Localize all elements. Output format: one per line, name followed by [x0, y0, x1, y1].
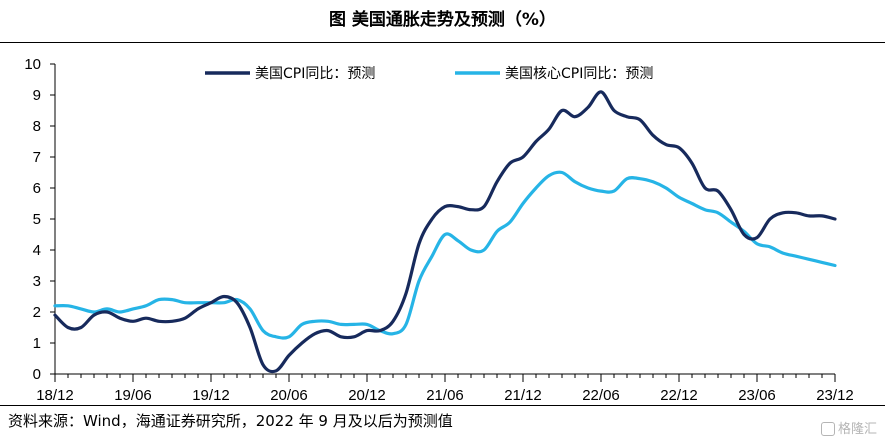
series-lines: [53, 90, 837, 374]
y-tick-label: 3: [33, 273, 41, 290]
axes: 0 1 2 3 4 5 6 7 8 9 10 18/12 19/06 19/12 20/06 20/12 21/…: [24, 56, 853, 404]
x-tick-label: 21/06: [426, 387, 464, 404]
x-tick-label: 19/06: [114, 387, 152, 404]
y-tick-label: 8: [33, 118, 41, 135]
x-tick-label: 23/06: [738, 387, 776, 404]
y-tick-label: 7: [33, 149, 41, 166]
y-tick-label: 5: [33, 211, 41, 228]
line-chart: 0 1 2 3 4 5 6 7 8 9 10 18/12 19/06 19/12 20/06 20/12 21/…: [24, 56, 853, 404]
bottom-rule: [0, 405, 885, 406]
y-tick-label: 4: [33, 242, 41, 259]
top-rule: [0, 42, 885, 43]
watermark-logo-icon: [820, 422, 835, 436]
x-tick-label: 19/12: [192, 387, 230, 404]
x-tick-label: 20/12: [348, 387, 386, 404]
y-tick-label: 1: [33, 335, 41, 352]
legend-label-1: 美国核心CPI同比：预测: [505, 66, 653, 82]
y-tick-label: 6: [33, 180, 41, 197]
y-tick-label: 2: [33, 304, 41, 321]
x-tick-label: 22/12: [660, 387, 698, 404]
series-line-1: [53, 170, 837, 340]
y-tick-label: 10: [24, 56, 41, 73]
watermark-text: 格隆汇: [837, 422, 877, 437]
x-tick-label: 23/12: [816, 387, 854, 404]
legend-label-0: 美国CPI同比：预测: [255, 66, 375, 82]
watermark: 格隆汇: [820, 418, 877, 437]
y-tick-label: 0: [33, 366, 41, 383]
x-tick-label: 21/12: [504, 387, 542, 404]
y-tick-label: 9: [33, 87, 41, 104]
legend: 美国CPI同比：预测 美国核心CPI同比：预测: [205, 66, 653, 82]
chart-title: 图 美国通胀走势及预测（%）: [329, 10, 556, 30]
source-note: 资料来源：Wind，海通证券研究所，2022 年 9 月及以后为预测值: [8, 412, 453, 430]
x-tick-label: 22/06: [582, 387, 620, 404]
x-tick-label: 20/06: [270, 387, 308, 404]
x-tick-label: 18/12: [36, 387, 74, 404]
series-line-0: [53, 90, 837, 374]
